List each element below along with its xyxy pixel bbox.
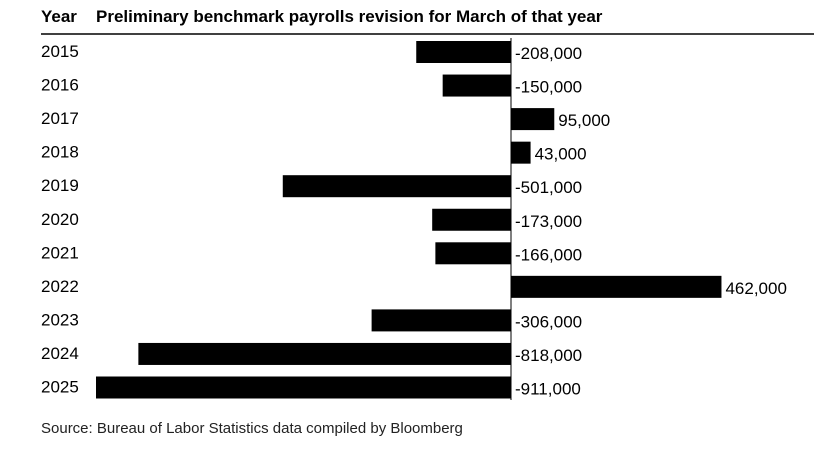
category-label-2019: 2019 bbox=[41, 176, 79, 195]
bar-2016 bbox=[442, 74, 511, 97]
value-label-2017: 95,000 bbox=[558, 111, 610, 130]
value-label-2015: -208,000 bbox=[515, 44, 582, 63]
category-label-2025: 2025 bbox=[41, 378, 79, 397]
value-label-2021: -166,000 bbox=[515, 245, 582, 264]
category-label-2020: 2020 bbox=[41, 210, 79, 229]
value-label-2018: 43,000 bbox=[535, 145, 587, 164]
bar-2020 bbox=[432, 208, 511, 231]
bar-2023 bbox=[371, 309, 511, 332]
category-label-2022: 2022 bbox=[41, 277, 79, 296]
category-label-2023: 2023 bbox=[41, 310, 79, 329]
bar-2022 bbox=[511, 275, 722, 298]
bar-2015 bbox=[416, 41, 511, 63]
category-label-2015: 2015 bbox=[41, 42, 79, 61]
bar-rows: 2015 -208,000 2016 -150,000 2017 95,000 2018 43… bbox=[41, 41, 787, 399]
bar-2019 bbox=[282, 175, 511, 198]
bar-2017 bbox=[511, 108, 555, 131]
category-label-2021: 2021 bbox=[41, 243, 79, 262]
category-header: Year bbox=[41, 7, 77, 26]
chart-title: Preliminary benchmark payrolls revision … bbox=[96, 7, 603, 26]
bar-2024 bbox=[138, 342, 511, 365]
value-label-2023: -306,000 bbox=[515, 312, 582, 331]
value-label-2016: -150,000 bbox=[515, 78, 582, 97]
value-label-2022: 462,000 bbox=[725, 279, 786, 298]
bar-2021 bbox=[435, 242, 511, 265]
bar-2018 bbox=[511, 141, 531, 164]
value-label-2024: -818,000 bbox=[515, 346, 582, 365]
category-label-2024: 2024 bbox=[41, 344, 79, 363]
category-label-2018: 2018 bbox=[41, 143, 79, 162]
source-note: Source: Bureau of Labor Statistics data … bbox=[41, 420, 463, 437]
value-label-2020: -173,000 bbox=[515, 212, 582, 231]
value-label-2025: -911,000 bbox=[515, 380, 581, 399]
category-label-2016: 2016 bbox=[41, 76, 79, 95]
value-label-2019: -501,000 bbox=[515, 178, 582, 197]
category-label-2017: 2017 bbox=[41, 109, 79, 128]
bar-2025 bbox=[96, 376, 511, 399]
